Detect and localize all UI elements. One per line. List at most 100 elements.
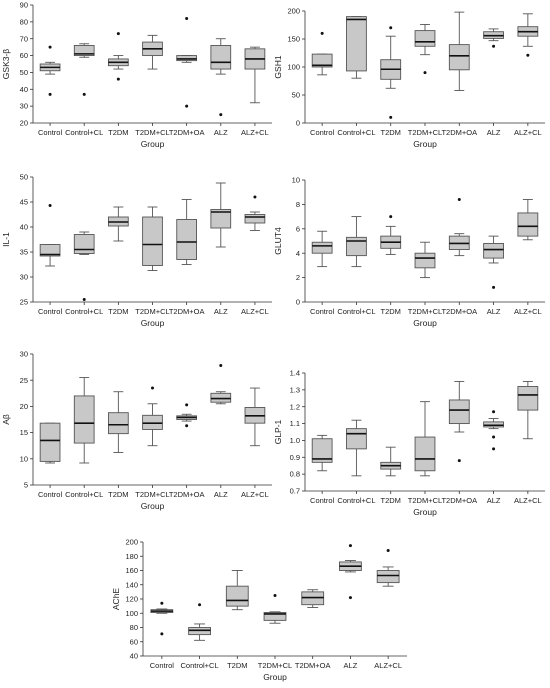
x-tick-label: T2DM+CL bbox=[408, 496, 442, 505]
box-t2dm-cl bbox=[414, 401, 436, 477]
y-tick-label: 160 bbox=[125, 566, 138, 575]
outlier-point bbox=[348, 596, 352, 600]
outlier-point bbox=[48, 204, 52, 207]
box-control-cl bbox=[73, 43, 95, 96]
y-tick-label: 1.4 bbox=[290, 369, 300, 378]
y-tick-label: 0 bbox=[296, 119, 300, 128]
y-axis-label: GLP-1 bbox=[273, 419, 283, 444]
x-tick-label: ALZ bbox=[487, 496, 501, 505]
y-tick-label: 180 bbox=[125, 552, 138, 561]
box-iqr bbox=[376, 570, 400, 584]
outlier-point bbox=[253, 195, 257, 199]
panel-gsh1: 0 50 100 150 200 GSH1 Control Control+CL T2DM T2D… bbox=[273, 7, 545, 149]
y-tick-label: 20 bbox=[20, 402, 28, 411]
box-control-cl bbox=[73, 231, 95, 301]
box-t2dm-oa bbox=[176, 199, 197, 265]
y-tick-label: 200 bbox=[287, 7, 300, 16]
x-tick-label: Control+CL bbox=[65, 128, 103, 137]
outlier-point bbox=[219, 364, 223, 368]
x-tick-label: Control+CL bbox=[337, 307, 375, 316]
x-tick-label: T2DM bbox=[108, 490, 128, 499]
box-t2dm bbox=[108, 32, 129, 81]
x-axis-label: Group bbox=[141, 139, 165, 149]
y-tick-label: 10 bbox=[20, 454, 28, 463]
box-t2dm-oa bbox=[301, 589, 325, 608]
y-axis-label: Aβ bbox=[1, 414, 11, 425]
box-alz bbox=[483, 235, 504, 289]
x-tick-label: T2DM+OA bbox=[295, 661, 331, 670]
y-tick-label: 1.3 bbox=[290, 385, 300, 394]
box-iqr bbox=[414, 252, 436, 269]
panel-glp-1: 0.7 0.8 0.9 1.0 1.1 1.2 1.3 1.4 GLP-1 Control Cont… bbox=[273, 369, 545, 517]
box-iqr bbox=[448, 399, 470, 425]
outlier-point bbox=[219, 113, 223, 117]
box-iqr bbox=[311, 438, 333, 463]
box-alz bbox=[210, 38, 232, 117]
box-control-cl bbox=[346, 419, 367, 477]
y-tick-label: 35 bbox=[20, 248, 28, 257]
box-control-cl bbox=[346, 216, 367, 268]
box-iqr bbox=[176, 55, 197, 62]
y-tick-label: 8 bbox=[296, 200, 300, 209]
x-tick-label: T2DM bbox=[381, 496, 401, 505]
box-control bbox=[150, 601, 174, 636]
y-tick-label: 80 bbox=[130, 623, 138, 632]
outlier-point bbox=[389, 115, 393, 119]
y-tick-label: 6 bbox=[296, 224, 300, 233]
box-t2dm-cl bbox=[142, 34, 163, 70]
x-tick-label: T2DM+OA bbox=[441, 307, 477, 316]
y-tick-label: 80 bbox=[20, 17, 28, 26]
y-axis-label: IL-1 bbox=[1, 232, 11, 247]
x-tick-label: Control bbox=[310, 496, 335, 505]
panel-il-1: 25 30 35 40 45 50 IL-1 Control Control+CL T2DM T2D… bbox=[1, 173, 272, 328]
x-axis-label: Group bbox=[413, 507, 437, 517]
box-iqr bbox=[73, 234, 95, 254]
box-t2dm bbox=[380, 446, 402, 477]
x-tick-label: T2DM+OA bbox=[441, 496, 477, 505]
x-tick-label: T2DM+OA bbox=[169, 307, 205, 316]
panel-gsk3: 20 30 40 50 60 70 80 90 GSK3-β Control Control+CL T… bbox=[1, 1, 272, 149]
y-tick-label: 140 bbox=[125, 580, 138, 589]
box-iqr bbox=[346, 16, 367, 72]
box-iqr bbox=[346, 236, 367, 257]
outlier-point bbox=[492, 447, 496, 451]
box-t2dm-oa bbox=[448, 380, 470, 463]
y-tick-label: 30 bbox=[20, 273, 28, 282]
box-iqr bbox=[176, 219, 197, 260]
box-iqr bbox=[517, 386, 539, 411]
x-tick-label: T2DM bbox=[108, 307, 128, 316]
outlier-point bbox=[492, 44, 496, 48]
y-tick-label: 50 bbox=[292, 91, 300, 100]
x-tick-label: Control bbox=[310, 307, 335, 316]
x-tick-label: ALZ+CL bbox=[241, 490, 269, 499]
box-iqr bbox=[142, 216, 163, 266]
y-axis-label: AChE bbox=[111, 588, 121, 611]
y-tick-label: 0.9 bbox=[290, 453, 300, 462]
outlier-point bbox=[116, 32, 120, 36]
outlier-point bbox=[116, 77, 120, 81]
x-tick-label: T2DM+OA bbox=[441, 128, 477, 137]
x-tick-label: ALZ+CL bbox=[374, 661, 402, 670]
y-tick-label: 40 bbox=[20, 223, 28, 232]
x-tick-label: Control+CL bbox=[337, 128, 375, 137]
x-tick-label: ALZ bbox=[487, 307, 501, 316]
box-t2dm-cl bbox=[414, 23, 436, 75]
outlier-point bbox=[492, 435, 496, 439]
x-tick-label: ALZ+CL bbox=[514, 496, 542, 505]
outlier-point bbox=[389, 26, 393, 30]
box-iqr bbox=[263, 612, 287, 621]
box-iqr bbox=[39, 244, 61, 257]
box-t2dm-oa bbox=[448, 198, 470, 257]
y-tick-label: 60 bbox=[20, 51, 28, 60]
box-t2dm-oa bbox=[176, 16, 197, 108]
x-tick-label: T2DM+OA bbox=[169, 490, 205, 499]
x-tick-label: T2DM bbox=[108, 128, 128, 137]
box-t2dm-cl bbox=[142, 386, 163, 447]
box-alz bbox=[483, 28, 504, 48]
x-tick-label: T2DM+CL bbox=[135, 307, 169, 316]
outlier-point bbox=[526, 53, 530, 57]
box-control-cl bbox=[346, 16, 367, 79]
box-alz-cl bbox=[517, 13, 539, 57]
y-tick-label: 30 bbox=[20, 350, 28, 359]
x-tick-label: T2DM bbox=[381, 307, 401, 316]
